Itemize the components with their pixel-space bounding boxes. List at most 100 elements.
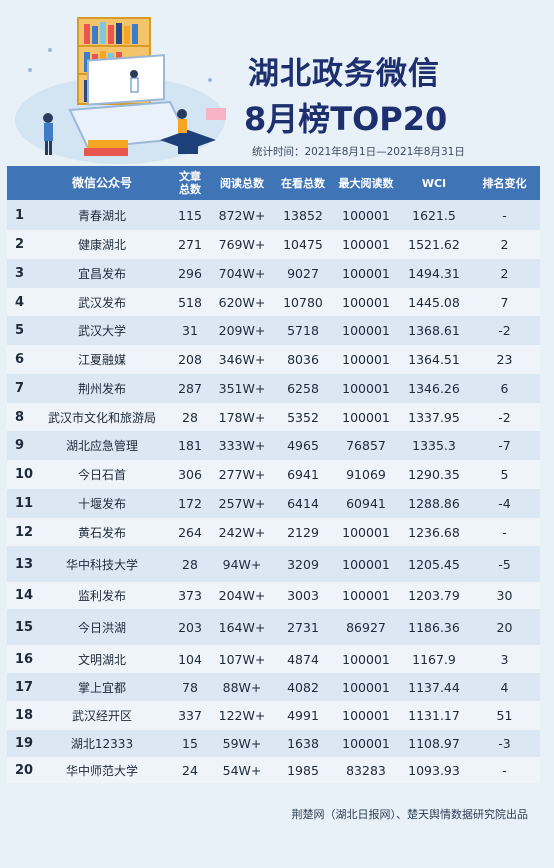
cell-rank: 16 [15,651,34,667]
cell-rank-change: 23 [496,352,513,367]
cell-articles: 337 [178,708,202,723]
cell-articles: 172 [178,496,202,511]
cell-max-read: 86927 [346,619,386,635]
cell-rank-change: 2 [500,237,509,252]
cell-wci: 1137.44 [408,679,460,695]
cell-account-name: 武汉经开区 [71,709,132,723]
cell-max-read: 100001 [342,237,390,252]
cell-rank: 17 [15,679,34,695]
table-row: 11 十堰发布 172 257W+ 6414 60941 1288.86 -4 [7,489,540,518]
table-row: 7 荆州发布 287 351W+ 6258 100001 1346.26 6 [7,374,540,403]
cell-likes: 2129 [287,524,319,540]
table-row: 14 监利发布 373 204W+ 3003 100001 1203.79 30 [7,582,540,609]
cell-max-read: 100001 [342,294,390,310]
cell-reads: 620W+ [218,294,266,310]
cell-max-read: 100001 [342,266,390,281]
cell-rank: 11 [15,496,34,511]
cell-account-name: 江夏融媒 [77,353,126,367]
cell-wci: 1335.3 [412,438,456,453]
cell-likes: 10780 [283,294,323,310]
cell-likes: 3003 [287,588,319,603]
cell-account-name: 今日石首 [77,468,126,482]
cell-rank: 14 [15,588,34,603]
table-row: 10 今日石首 306 277W+ 6941 91069 1290.35 5 [7,460,540,489]
cell-wci: 1368.61 [408,323,460,338]
cell-max-read: 100001 [342,409,390,425]
cell-likes: 5718 [287,323,319,338]
cell-articles: 31 [182,323,198,338]
table-row: 18 武汉经开区 337 122W+ 4991 100001 1131.17 51 [7,701,540,730]
cell-max-read: 100001 [342,352,390,367]
cell-rank-change: -2 [498,409,511,425]
cell-likes: 6258 [287,381,319,396]
table-body: 1 青春湖北 115 872W+ 13852 100001 1621.5-2 健康湖北 271 7… [7,200,540,783]
cell-articles: 181 [178,438,202,453]
cell-wci: 1186.36 [408,619,460,635]
cell-reads: 204W+ [218,588,266,603]
cell-rank: 9 [15,438,25,453]
cell-wci: 1346.26 [408,381,460,396]
cell-wci: 1167.9 [412,651,456,667]
table-row: 3 宜昌发布 296 704W+ 9027 100001 1494.31 2 [7,259,540,288]
column-header-reads: 阅读总数 [220,176,264,190]
cell-rank: 7 [15,381,25,396]
cell-wci: 1288.86 [408,496,460,511]
cell-reads: 59W+ [222,736,262,751]
cell-wci: 1494.31 [408,266,460,281]
cell-max-read: 100001 [342,381,390,396]
table-row: 5 武汉大学 31 209W+ 5718 100001 1368.61 -2 [7,316,540,345]
column-header-rank-change: 排名变化 [482,176,527,190]
cell-max-read: 100001 [342,679,390,695]
cell-reads: 54W+ [222,762,262,778]
cell-rank: 10 [15,467,34,482]
table-row: 8 武汉市文化和旅游局 28 178W+ 5352 100001 1337.95 -2 [7,403,540,431]
cell-rank: 8 [15,409,25,425]
table-row: 1 青春湖北 115 872W+ 13852 100001 1621.5 - [7,200,540,230]
cell-reads: 242W+ [218,524,266,540]
cell-likes: 8036 [287,352,319,367]
cell-rank-change: - [502,207,507,223]
cell-max-read: 100001 [342,524,390,540]
cell-account-name: 湖北12333 [70,737,134,751]
cell-account-name: 武汉发布 [77,295,126,310]
cell-articles: 28 [182,556,198,572]
cell-likes: 1985 [287,762,319,778]
cell-account-name: 青春湖北 [77,208,126,223]
cell-max-read: 76857 [346,438,386,453]
cell-wci: 1290.35 [408,467,460,482]
cell-max-read: 100001 [342,207,390,223]
cell-reads: 122W+ [218,708,266,723]
cell-rank: 4 [15,294,25,310]
cell-articles: 115 [178,207,202,223]
cell-account-name: 华中科技大学 [65,557,138,572]
column-header-articles: 文章总数 [179,170,201,196]
cell-rank-change: 2 [500,266,509,281]
cell-wci: 1131.17 [408,708,460,723]
cell-wci: 1364.51 [408,352,460,367]
table-row: 2 健康湖北 271 769W+ 10475 100001 1521.62 2 [7,230,540,259]
cell-reads: 178W+ [218,409,266,425]
cell-reads: 872W+ [218,207,266,223]
table-row: 4 武汉发布 518 620W+ 10780 100001 1445.08 7 [7,288,540,316]
cell-likes: 1638 [287,736,319,751]
cell-max-read: 100001 [342,323,390,338]
cell-articles: 208 [178,352,202,367]
cell-max-read: 60941 [346,496,386,511]
ranking-table: 微信公众号 文章总数 阅读总数 在看总数 最大阅读数 WCI 排名变化 1 青春湖… [7,166,540,783]
cell-reads: 277W+ [218,467,266,482]
books-laptop-students-illustration [15,17,226,164]
cell-rank-change: 3 [500,651,509,667]
cell-rank: 12 [15,524,34,540]
cell-account-name: 华中师范大学 [65,763,138,778]
cell-max-read: 100001 [342,588,390,603]
cell-articles: 271 [178,237,202,252]
cell-likes: 3209 [287,556,319,572]
cell-articles: 28 [182,409,198,425]
cell-wci: 1205.45 [408,556,460,572]
cell-reads: 346W+ [218,352,266,367]
cell-reads: 209W+ [218,323,266,338]
cell-likes: 4082 [287,679,319,695]
cell-likes: 4991 [287,708,319,723]
cell-reads: 769W+ [218,237,266,252]
cell-wci: 1093.93 [408,762,460,778]
